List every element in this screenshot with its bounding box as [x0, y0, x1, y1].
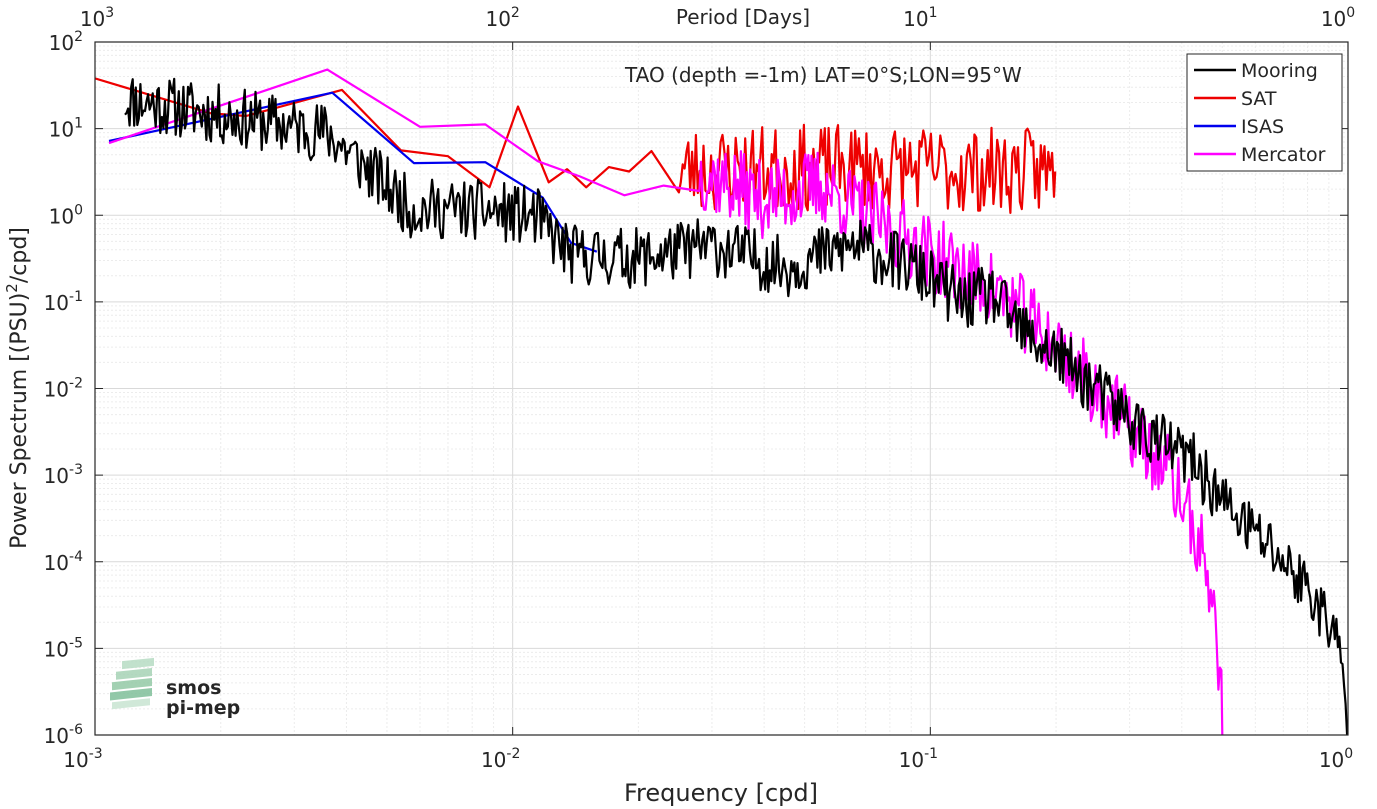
x2-tick-label-base: 10: [903, 7, 928, 31]
x2-tick-label: 100: [1321, 5, 1355, 31]
y-tick-label: 10-2: [44, 376, 83, 402]
x-tick-label-exp: 0: [1344, 746, 1353, 762]
y-tick-label-exp: -5: [69, 635, 83, 651]
x-tick-label-base: 10: [899, 748, 924, 772]
logo-text-smos: smos: [166, 677, 221, 699]
smos-logo: smos pi-mep: [110, 657, 240, 719]
x-tick-label: 10-3: [63, 746, 102, 772]
y-tick-label: 100: [49, 202, 83, 228]
y-tick-label-base: 10: [44, 291, 69, 315]
grid: [94, 42, 1348, 736]
y-tick-label-base: 10: [44, 551, 69, 575]
y-tick-label-base: 10: [44, 724, 69, 748]
y-axis-label-sup: 2: [3, 283, 21, 293]
x2-tick-label-exp: 0: [1346, 5, 1355, 21]
x2-tick-label-base: 10: [485, 7, 510, 31]
y-tick-label: 10-4: [44, 549, 84, 575]
logo-text-pimep: pi-mep: [166, 697, 240, 719]
y-tick-label-exp: 2: [74, 29, 83, 45]
y-tick-label-base: 10: [44, 378, 69, 402]
x-tick-label: 10-1: [899, 746, 938, 772]
legend-label-mooring: Mooring: [1241, 60, 1318, 82]
y-axis-label: Power Spectrum [(PSU)2/cpd]: [3, 227, 32, 549]
y-tick-label: 101: [49, 116, 83, 142]
y-tick-label-exp: -1: [69, 289, 83, 305]
y-tick-label-exp: 1: [74, 116, 83, 132]
y-tick-label: 10-1: [44, 289, 83, 315]
x2-tick-label: 101: [903, 5, 937, 31]
series-line-isas: [108, 91, 598, 253]
x-tick-label-base: 10: [63, 748, 88, 772]
x-tick-label-exp: -2: [506, 746, 520, 762]
y-tick-label: 10-5: [44, 635, 83, 661]
y-tick-label-base: 10: [44, 464, 69, 488]
y-tick-label-exp: -6: [69, 722, 83, 738]
y-tick-label: 102: [49, 29, 83, 55]
y-tick-label-exp: -2: [69, 376, 83, 392]
top-axis-label: Period [Days]: [676, 5, 810, 29]
y-tick-label-exp: -4: [69, 549, 83, 565]
x2-tick-label-base: 10: [80, 7, 105, 31]
legend: Mooring SAT ISAS Mercator: [1186, 53, 1343, 172]
x-tick-label: 10-2: [481, 746, 520, 772]
x2-tick-label: 103: [80, 5, 114, 31]
y-tick-label-base: 10: [44, 637, 69, 661]
x-tick-label-exp: -3: [89, 746, 103, 762]
x2-tick-label-base: 10: [1321, 7, 1346, 31]
y-tick-label-base: 10: [49, 31, 74, 55]
legend-label-mercator: Mercator: [1241, 144, 1326, 166]
legend-entries: Mooring SAT ISAS Mercator: [1194, 60, 1326, 166]
x-axis-label: Frequency [cpd]: [624, 779, 818, 807]
chart-title: TAO (depth =-1m) LAT=0°S;LON=95°W: [624, 63, 1022, 87]
y-tick-label-base: 10: [49, 204, 74, 228]
logo-mark-icon: [110, 657, 154, 710]
legend-box: [1186, 53, 1343, 172]
y-tick-label-exp: -3: [69, 462, 83, 478]
plot-lines: [95, 68, 1348, 735]
y-tick-label-base: 10: [49, 118, 74, 142]
legend-label-sat: SAT: [1241, 88, 1277, 110]
y-axis-label-main: Power Spectrum [(PSU): [7, 293, 32, 549]
x-tick-label-exp: -1: [924, 746, 938, 762]
x2-tick-label-exp: 3: [105, 5, 114, 21]
y-axis-label-tail: /cpd]: [7, 227, 32, 283]
x2-tick-label-exp: 2: [511, 5, 520, 21]
legend-label-isas: ISAS: [1241, 116, 1284, 138]
series-line-sat: [95, 77, 1057, 214]
series-line-mooring: [124, 77, 1348, 735]
y-tick-label-exp: 0: [74, 202, 83, 218]
x-tick-label-base: 10: [481, 748, 506, 772]
y-tick-label: 10-6: [44, 722, 84, 748]
x2-tick-label-exp: 1: [929, 5, 938, 21]
x-tick-label: 100: [1319, 746, 1353, 772]
x-tick-label-base: 10: [1319, 748, 1344, 772]
y-tick-label: 10-3: [44, 462, 83, 488]
x2-tick-label: 102: [485, 5, 519, 31]
